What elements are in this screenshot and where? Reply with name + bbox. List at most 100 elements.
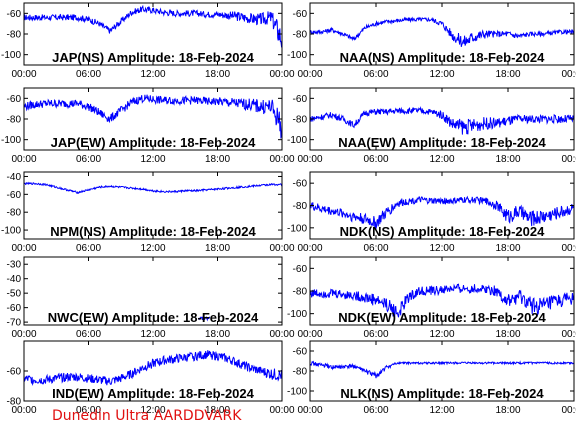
y-tick-label: -80 bbox=[293, 367, 308, 378]
y-tick-label: -100 bbox=[287, 135, 307, 146]
x-tick-label: 06:00 bbox=[363, 405, 388, 416]
x-tick-label: 00:00 bbox=[561, 405, 576, 416]
x-tick-label: 18:00 bbox=[495, 154, 520, 165]
panel-title: NAA(NS) Amplitude: 18-Feb-2024 bbox=[340, 50, 545, 65]
y-tick-label: -60 bbox=[293, 264, 308, 275]
trace-group bbox=[310, 16, 574, 48]
y-tick-label: -60 bbox=[7, 9, 22, 20]
y-tick-label: -40 bbox=[7, 172, 22, 183]
panel-1: -60 -80 -100 00:00 06:00 12:00 18:00 00:00 JAP(N… bbox=[1, 2, 295, 80]
series-trace bbox=[310, 16, 574, 48]
x-tick-label: 18:00 bbox=[495, 405, 520, 416]
x-tick-label: 06:00 bbox=[76, 405, 101, 416]
panel-title: JAP(EW) Amplitude: 18-Feb-2024 bbox=[51, 135, 256, 150]
trace-group bbox=[24, 181, 282, 194]
y-tick-label: -60 bbox=[293, 347, 308, 358]
y-tick-label: -30 bbox=[7, 260, 22, 271]
x-tick-label: 12:00 bbox=[140, 405, 165, 416]
y-tick-label: -80 bbox=[7, 397, 22, 408]
x-tick-label: 00:00 bbox=[561, 154, 576, 165]
x-tick-label: 06:00 bbox=[76, 154, 101, 165]
x-tick-label: 06:00 bbox=[363, 154, 388, 165]
y-tick-label: -100 bbox=[287, 50, 307, 61]
y-tick-label: -60 bbox=[7, 367, 22, 378]
y-tick-label: -80 bbox=[7, 208, 22, 219]
x-tick-label: 18:00 bbox=[205, 154, 230, 165]
y-tick-label: -60 bbox=[7, 190, 22, 201]
series-trace bbox=[310, 360, 574, 379]
x-tick-label: 06:00 bbox=[363, 329, 388, 340]
x-tick-label: 00:00 bbox=[11, 329, 36, 340]
series-trace bbox=[24, 350, 282, 386]
x-tick-label: 00:00 bbox=[297, 69, 322, 80]
y-tick-label: -100 bbox=[287, 223, 307, 234]
y-tick-label: -100 bbox=[287, 387, 307, 398]
trace-group bbox=[310, 283, 574, 319]
y-tick-label: -60 bbox=[293, 94, 308, 105]
y-tick-label: -80 bbox=[293, 30, 308, 41]
y-tick-label: -80 bbox=[7, 30, 22, 41]
y-tick-label: -70 bbox=[7, 318, 22, 329]
panel-5: -40 -60 -80 -100 00:00 06:00 12:00 18:00 00:00 NP… bbox=[1, 171, 295, 254]
x-tick-label: 00:00 bbox=[11, 243, 36, 254]
x-tick-label: 18:00 bbox=[205, 329, 230, 340]
x-tick-label: 12:00 bbox=[429, 329, 454, 340]
x-tick-label: 00:00 bbox=[297, 243, 322, 254]
x-tick-label: 06:00 bbox=[363, 243, 388, 254]
y-tick-label: -100 bbox=[1, 226, 21, 237]
x-tick-label: 00:00 bbox=[561, 69, 576, 80]
panel-10: -60 -80 -100 00:00 06:00 12:00 18:00 00:00 NLK(N… bbox=[287, 340, 576, 416]
trace-group bbox=[24, 350, 282, 386]
trace-group bbox=[197, 316, 211, 322]
x-tick-label: 00:00 bbox=[11, 154, 36, 165]
x-tick-label: 18:00 bbox=[495, 329, 520, 340]
x-tick-label: 06:00 bbox=[363, 69, 388, 80]
series-trace bbox=[24, 4, 282, 48]
panel-title: NDK(EW) Amplitude: 18-Feb-2024 bbox=[338, 310, 546, 325]
x-tick-label: 12:00 bbox=[140, 154, 165, 165]
panel-title: NWC(EW) Amplitude: 18-Feb-2024 bbox=[48, 310, 259, 325]
x-tick-label: 12:00 bbox=[140, 243, 165, 254]
panel-8: -60 -80 -100 00:00 06:00 12:00 18:00 00:00 NDK(E… bbox=[287, 256, 576, 340]
x-tick-label: 12:00 bbox=[140, 69, 165, 80]
x-tick-label: 18:00 bbox=[495, 69, 520, 80]
x-tick-label: 00:00 bbox=[561, 329, 576, 340]
x-tick-label: 00:00 bbox=[297, 154, 322, 165]
y-tick-label: -60 bbox=[7, 94, 22, 105]
series-trace bbox=[24, 181, 282, 194]
series-trace bbox=[310, 105, 574, 135]
panel-title: NLK(NS) Amplitude: 18-Feb-2024 bbox=[340, 386, 544, 401]
x-tick-label: 00:00 bbox=[269, 154, 294, 165]
y-tick-label: -80 bbox=[293, 115, 308, 126]
y-tick-label: -40 bbox=[7, 274, 22, 285]
trace-group bbox=[24, 94, 282, 139]
x-tick-label: 00:00 bbox=[269, 329, 294, 340]
y-tick-label: -50 bbox=[7, 289, 22, 300]
panel-title: JAP(NS) Amplitude: 18-Feb-2024 bbox=[52, 50, 255, 65]
panel-3: -60 -80 -100 00:00 06:00 12:00 18:00 00:00 JAP(E… bbox=[1, 87, 295, 165]
panel-title: NDK(NS) Amplitude: 18-Feb-2024 bbox=[340, 224, 545, 239]
y-tick-label: -100 bbox=[287, 309, 307, 320]
series-trace bbox=[310, 283, 574, 319]
y-tick-label: -100 bbox=[1, 135, 21, 146]
x-tick-label: 00:00 bbox=[11, 69, 36, 80]
series-trace bbox=[197, 316, 211, 322]
series-trace bbox=[24, 94, 282, 139]
x-tick-label: 06:00 bbox=[76, 329, 101, 340]
x-tick-label: 00:00 bbox=[269, 405, 294, 416]
panel-title: IND(EW) Amplitude: 18-Feb-2024 bbox=[52, 386, 255, 401]
x-tick-label: 12:00 bbox=[429, 69, 454, 80]
x-tick-label: 18:00 bbox=[495, 243, 520, 254]
y-tick-label: -80 bbox=[293, 287, 308, 298]
y-tick-label: -100 bbox=[1, 50, 21, 61]
trace-group bbox=[24, 4, 282, 48]
footer-credit: Dunedin Ultra AARDDVARK bbox=[52, 408, 242, 424]
x-tick-label: 12:00 bbox=[140, 329, 165, 340]
x-tick-label: 00:00 bbox=[269, 69, 294, 80]
x-tick-label: 18:00 bbox=[205, 405, 230, 416]
x-tick-label: 18:00 bbox=[205, 243, 230, 254]
